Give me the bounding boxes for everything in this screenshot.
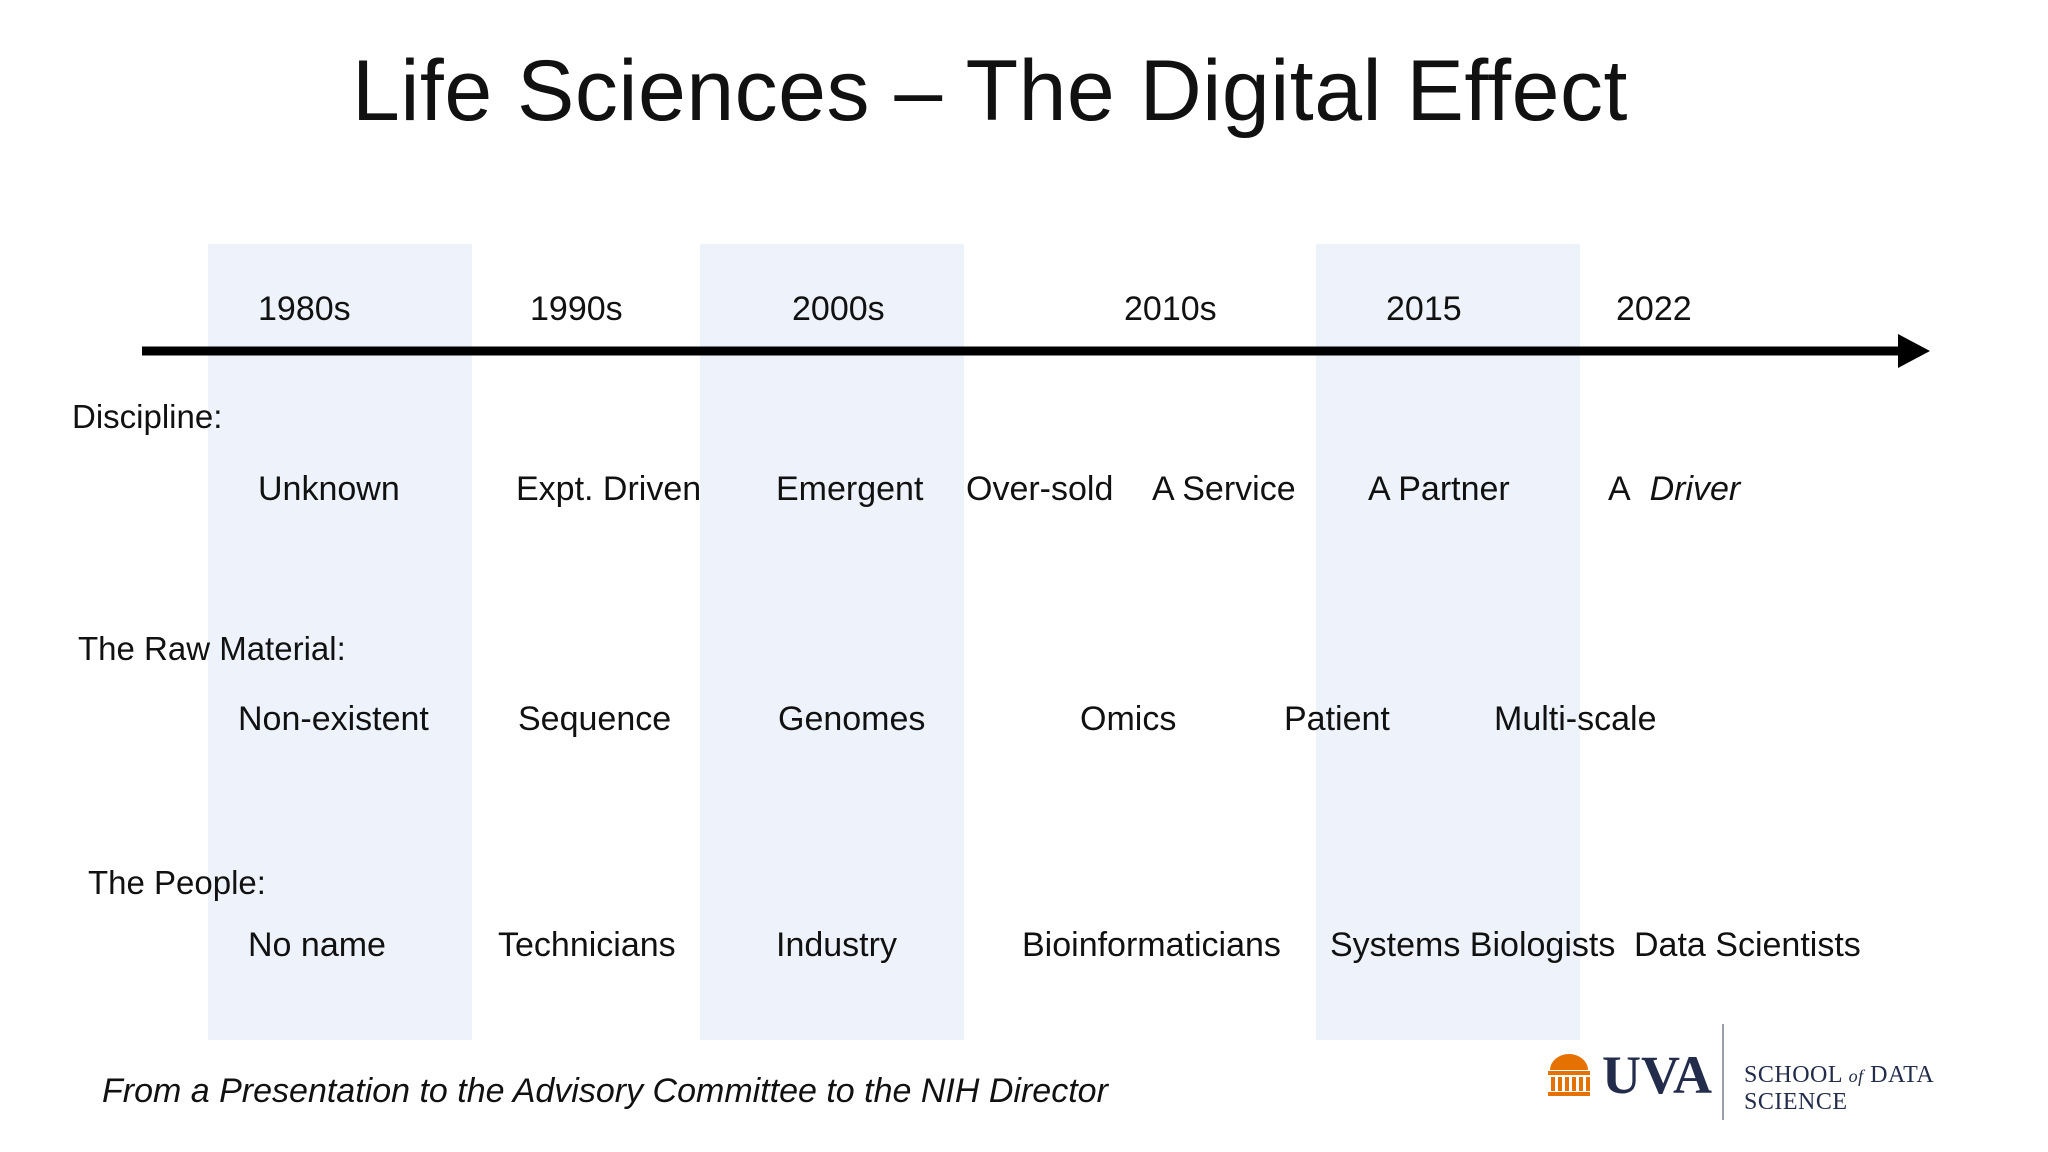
decade-1990s: 1990s	[530, 290, 623, 328]
discipline-cell: Over-sold	[966, 470, 1114, 508]
highlight-band-2000s	[700, 244, 964, 1040]
rotunda-icon	[1548, 1054, 1590, 1096]
logo-divider	[1722, 1024, 1724, 1120]
highlight-band-2015	[1316, 244, 1580, 1040]
raw-material-cell: Patient	[1284, 700, 1390, 738]
decade-2010s: 2010s	[1124, 290, 1217, 328]
school-subject: DATA SCIENCE	[1744, 1062, 1933, 1115]
people-cell: Data Scientists	[1634, 926, 1861, 964]
decade-2000s: 2000s	[792, 290, 885, 328]
highlight-band-1980s	[208, 244, 472, 1040]
school-wordmark: SCHOOL of DATA SCIENCE	[1744, 1062, 2026, 1116]
source-footnote: From a Presentation to the Advisory Comm…	[102, 1072, 1108, 1110]
people-cell: No name	[248, 926, 386, 964]
school-word: SCHOOL	[1744, 1062, 1843, 1088]
discipline-cell-driver: A Driver	[1608, 470, 1740, 509]
discipline-cell: A Partner	[1368, 470, 1510, 508]
raw-material-cell: Multi-scale	[1494, 700, 1657, 738]
people-cell: Technicians	[498, 926, 676, 964]
decade-2015: 2015	[1386, 290, 1462, 328]
people-cell: Bioinformaticians	[1022, 926, 1281, 964]
decade-2022: 2022	[1616, 290, 1692, 328]
driver-emphasis: Driver	[1649, 470, 1741, 508]
discipline-cell: A Service	[1152, 470, 1296, 508]
timeline-arrowhead	[1898, 334, 1930, 368]
raw-material-cell: Sequence	[518, 700, 672, 738]
driver-prefix: A	[1608, 470, 1631, 508]
raw-material-cell: Genomes	[778, 700, 926, 738]
discipline-cell: Unknown	[258, 470, 400, 508]
people-cell: Systems Biologists	[1330, 926, 1616, 964]
people-cell: Industry	[776, 926, 897, 964]
discipline-cell: Emergent	[776, 470, 924, 508]
timeline-arrow	[142, 334, 1930, 368]
uva-data-science-logo: UVA SCHOOL of DATA SCIENCE	[1546, 1024, 2026, 1124]
raw-material-cell: Non-existent	[238, 700, 429, 738]
slide-title: Life Sciences – The Digital Effect	[352, 43, 1628, 139]
row-label-raw-material: The Raw Material:	[78, 630, 346, 667]
uva-wordmark: UVA	[1602, 1045, 1713, 1105]
raw-material-cell: Omics	[1080, 700, 1177, 738]
school-of: of	[1848, 1066, 1864, 1086]
discipline-cell: Expt. Driven	[516, 470, 702, 508]
decade-1980s: 1980s	[258, 290, 351, 328]
row-label-discipline: Discipline:	[72, 398, 223, 435]
row-label-people: The People:	[88, 864, 266, 901]
